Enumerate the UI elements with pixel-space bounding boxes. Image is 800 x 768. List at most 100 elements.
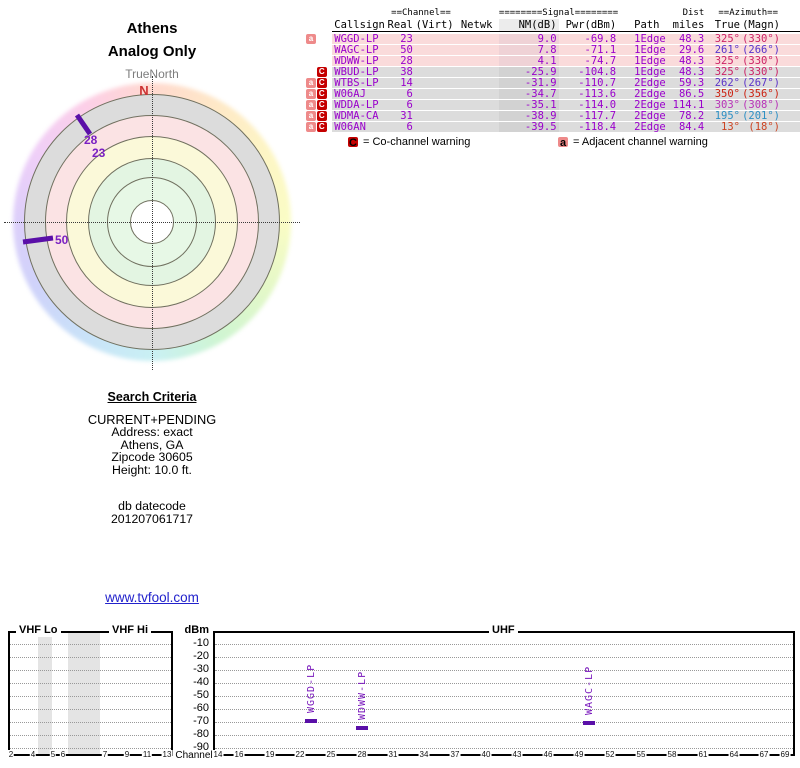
network-cell (454, 67, 499, 78)
gap-cell (327, 34, 333, 45)
search-criteria-lines: CURRENT+PENDING Address: exact Athens, G… (0, 412, 304, 477)
search-criteria-city: Athens, GA (120, 437, 184, 452)
radar-signal-marker (74, 113, 93, 136)
warning-a-cell: a (306, 34, 317, 45)
gap-cell (327, 78, 333, 89)
callsign-cell: WGGD-LP (332, 34, 388, 45)
dbm-tick-label: -50 (193, 689, 209, 701)
uhf-plot-box (213, 631, 795, 756)
channel-tick: 22 (294, 750, 306, 760)
adjacent-channel-badge: a (558, 137, 568, 149)
header-miles: miles (667, 19, 707, 32)
pwr-dbm-cell: -69.8 (558, 34, 619, 45)
pwr-dbm-cell: -104.8 (558, 67, 619, 78)
co-channel-badge: C (316, 89, 327, 99)
station-row: a C WDDA-LP 6 -35.1 -114.0 2Edge 114.1 303° (308°… (306, 100, 800, 111)
adjacent-channel-legend-text: = Adjacent channel warning (573, 136, 708, 148)
dbm-axis-label: dBm (184, 624, 209, 636)
station-row: WDWW-LP 28 4.1 -74.7 1Edge 48.3 325° (330°) (306, 56, 800, 67)
header-virt: (Virt) (414, 19, 455, 32)
warning-c-cell (316, 45, 328, 56)
real-channel-cell: 50 (387, 45, 415, 56)
azimuth-magn-cell: (18°) (741, 122, 800, 133)
header-dist-group: Dist (682, 8, 705, 18)
adjacent-channel-badge: a (306, 111, 316, 121)
grid-line (10, 709, 171, 710)
miles-cell: 29.6 (667, 45, 707, 56)
gap-cell (327, 56, 333, 67)
virt-channel-cell (414, 89, 455, 100)
pwr-dbm-cell: -74.7 (558, 56, 619, 67)
virt-channel-cell (414, 122, 455, 133)
dbm-tick-label: -10 (193, 637, 209, 649)
channel-tick: 11 (141, 750, 153, 760)
gap-cell (327, 111, 333, 122)
network-cell (454, 100, 499, 111)
grid-line (215, 644, 793, 645)
station-table: ==Channel== ========Signal======== Dist … (306, 8, 800, 133)
radar-channel-label: 50 (55, 233, 69, 247)
tvfool-link[interactable]: www.tvfool.com (105, 590, 199, 605)
search-criteria-height: Height: 10.0 ft. (112, 462, 192, 477)
grid-line (215, 657, 793, 658)
pwr-dbm-cell: -110.7 (558, 78, 619, 89)
channel-tick: 40 (480, 750, 492, 760)
path-cell: 2Edge (618, 111, 668, 122)
nm-db-cell: 7.8 (498, 45, 559, 56)
channel-tick: 49 (573, 750, 585, 760)
co-channel-badge: C (316, 100, 327, 110)
shaded-band (38, 633, 52, 754)
grid-line (215, 735, 793, 736)
azimuth-magn-cell: (356°) (741, 89, 800, 100)
search-criteria-heading: Search Criteria (107, 390, 197, 404)
path-cell: 2Edge (618, 100, 668, 111)
warning-c-cell: C (316, 67, 328, 78)
gap-cell (327, 45, 333, 56)
dbm-tick-label: -40 (193, 676, 209, 688)
virt-channel-cell (414, 34, 455, 45)
azimuth-magn-cell: (330°) (741, 56, 800, 67)
pwr-dbm-cell: -114.0 (558, 100, 619, 111)
adjacent-channel-badge: a (306, 34, 316, 44)
channel-tick: 46 (542, 750, 554, 760)
co-channel-badge: C (348, 137, 358, 149)
azimuth-true-cell: 261° (706, 45, 742, 56)
grid-line (10, 683, 171, 684)
warning-c-cell: C (316, 89, 328, 100)
pwr-dbm-cell: -117.7 (558, 111, 619, 122)
azimuth-magn-cell: (330°) (741, 67, 800, 78)
miles-cell: 59.3 (667, 78, 707, 89)
grid-line (10, 722, 171, 723)
channel-tick: 61 (697, 750, 709, 760)
virt-channel-cell (414, 67, 455, 78)
warning-a-cell (306, 45, 317, 56)
real-channel-cell: 6 (387, 89, 415, 100)
shaded-band (68, 633, 100, 754)
grid-line (215, 670, 793, 671)
miles-cell: 114.1 (667, 100, 707, 111)
radar-crosshair-vertical (152, 76, 153, 370)
network-cell (454, 111, 499, 122)
virt-channel-cell (414, 45, 455, 56)
nm-db-cell: -25.9 (498, 67, 559, 78)
gap-cell (327, 67, 333, 78)
warning-a-cell: a (306, 100, 317, 111)
network-cell (454, 45, 499, 56)
search-criteria-mode: CURRENT+PENDING (87, 412, 217, 427)
gap-cell (327, 100, 333, 111)
station-row: a WGGD-LP 23 9.0 -69.8 1Edge 48.3 325° (330°) (306, 34, 800, 45)
callsign-cell: WAGC-LP (332, 45, 388, 56)
callsign-cell: WBUD-LP (332, 67, 388, 78)
adjacent-channel-badge: a (306, 100, 316, 110)
header-netwk: Netwk (454, 19, 499, 32)
channel-tick: 25 (325, 750, 337, 760)
header-channel-group: ==Channel== (391, 8, 451, 18)
real-channel-cell: 6 (387, 122, 415, 133)
azimuth-magn-cell: (201°) (741, 111, 800, 122)
warning-a-cell: a (306, 89, 317, 100)
station-marker (583, 721, 595, 725)
azimuth-true-cell: 262° (706, 78, 742, 89)
azimuth-true-cell: 303° (706, 100, 742, 111)
azimuth-magn-cell: (267°) (741, 78, 800, 89)
